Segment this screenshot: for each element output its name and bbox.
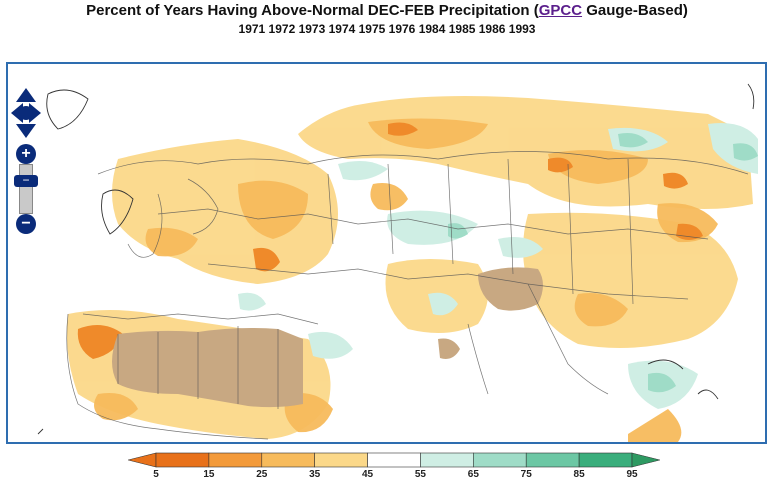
zoom-slider-track[interactable] [19, 164, 33, 214]
color-legend: 5 15 25 35 45 55 65 75 85 95 [127, 452, 661, 486]
years-subtitle: 1971 1972 1973 1974 1975 1976 1984 1985 … [238, 22, 536, 36]
legend-tick-label: 5 [153, 469, 159, 480]
zoom-in-button[interactable]: + [16, 144, 36, 164]
legend-colorbar [127, 452, 661, 468]
gpcc-link[interactable]: GPCC [538, 2, 583, 19]
legend-tick-label: 65 [467, 469, 479, 480]
zoom-control[interactable]: + − − [14, 144, 38, 234]
legend-swatch [155, 452, 210, 468]
legend-high-arrow [631, 452, 661, 468]
legend-swatch [473, 452, 527, 468]
title-prefix: Percent of Years Having Above-Normal DEC… [86, 2, 539, 19]
title-suffix: Gauge-Based) [582, 2, 688, 19]
map-title: Percent of Years Having Above-Normal DEC… [0, 2, 774, 19]
legend-tick-label: 25 [256, 469, 268, 480]
zoom-slider-handle[interactable]: − [14, 174, 38, 187]
pan-control[interactable] [9, 86, 43, 140]
legend-swatch [578, 452, 633, 468]
precipitation-map[interactable] [8, 64, 765, 442]
legend-swatch [525, 452, 580, 468]
zoom-out-button[interactable]: − [16, 214, 36, 234]
legend-tick-label: 85 [573, 469, 585, 480]
legend-tick-label: 15 [203, 469, 215, 480]
legend-tick-label: 95 [626, 469, 638, 480]
anomaly-medium-orange [94, 118, 718, 442]
legend-tick-label: 45 [361, 469, 374, 480]
anomaly-medium-green [448, 133, 758, 393]
legend-swatch [208, 452, 263, 468]
legend-swatch [261, 452, 315, 468]
legend-low-arrow [127, 452, 157, 468]
legend-tick-label: 55 [414, 469, 426, 480]
map-panel[interactable] [6, 62, 767, 444]
legend-swatch [420, 452, 474, 468]
legend-swatch [367, 452, 421, 468]
legend-tick-label: 35 [309, 469, 321, 480]
legend-swatch [314, 452, 368, 468]
coastlines [37, 83, 755, 435]
legend-tick-label: 75 [520, 469, 532, 480]
country-borders [66, 151, 749, 440]
pan-arrows-icon[interactable] [9, 86, 43, 140]
